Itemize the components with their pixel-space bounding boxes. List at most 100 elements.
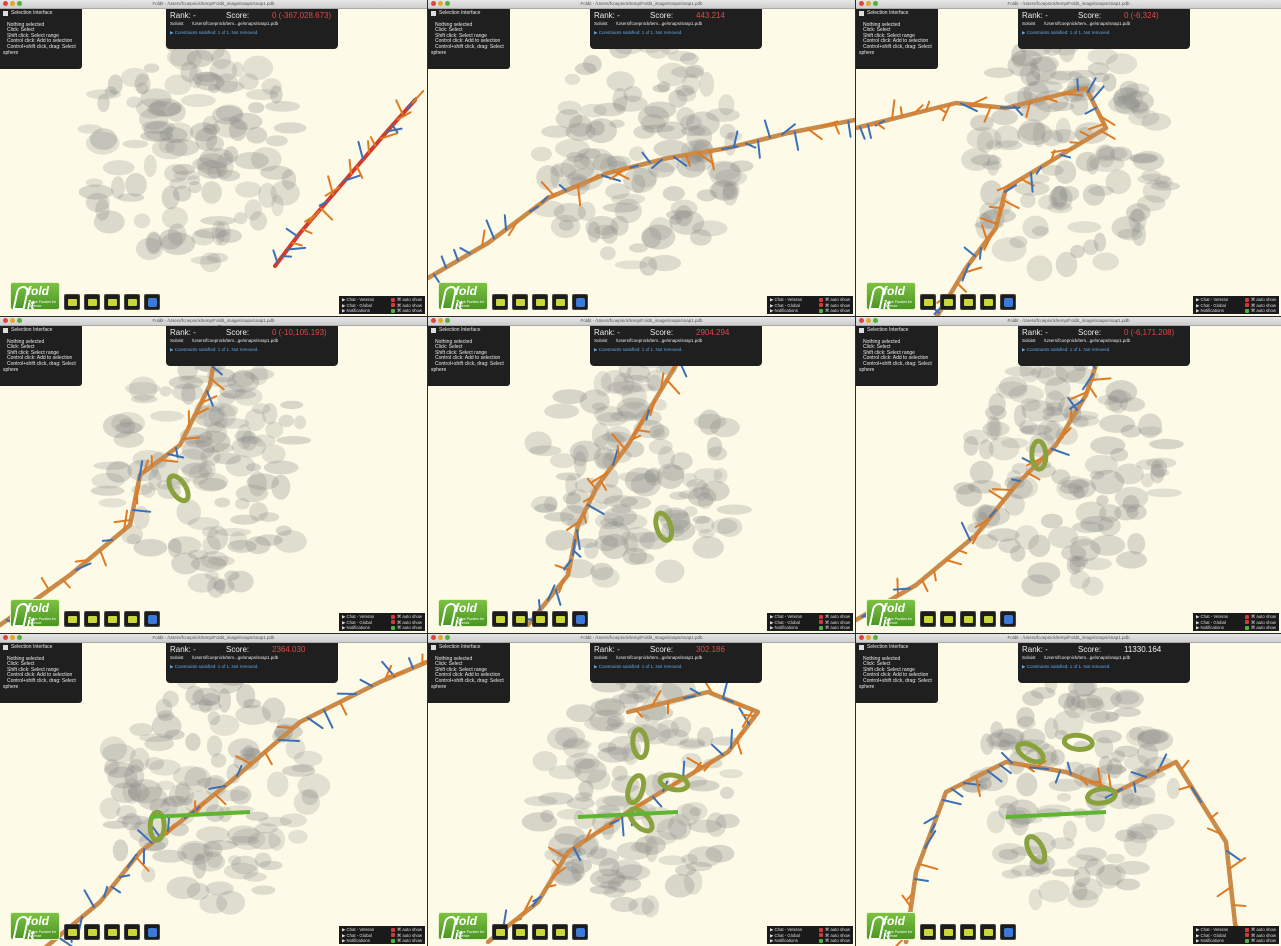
sidechain[interactable] — [905, 892, 914, 901]
sidechain[interactable] — [941, 103, 951, 122]
sidechain[interactable] — [1206, 827, 1222, 835]
sidechain[interactable] — [999, 764, 1012, 775]
sidechain[interactable] — [281, 255, 292, 258]
sidechain[interactable] — [151, 825, 161, 838]
sidechain[interactable] — [558, 184, 567, 192]
sidechain[interactable] — [921, 579, 929, 593]
sidechain[interactable] — [1067, 396, 1078, 411]
sidechain[interactable] — [975, 776, 982, 797]
sidechain[interactable] — [635, 709, 644, 718]
sidechain[interactable] — [636, 429, 650, 433]
sidechain[interactable] — [1226, 850, 1242, 862]
sidechain[interactable] — [1035, 760, 1047, 768]
sidechain[interactable] — [132, 509, 152, 513]
sidechain[interactable] — [348, 158, 352, 175]
sidechain[interactable] — [924, 830, 937, 849]
helix[interactable] — [1061, 732, 1095, 752]
sidechain[interactable] — [793, 130, 800, 151]
freeze-tool-button[interactable] — [960, 611, 976, 627]
sidechain[interactable] — [507, 219, 519, 237]
freeze-tool-button[interactable] — [532, 924, 548, 940]
sidechain[interactable] — [597, 824, 614, 833]
freeze-tool-button[interactable] — [104, 294, 120, 310]
constraints-status[interactable]: ▶ Constraints satisfied: 1 of 1. Not rem… — [1022, 30, 1111, 35]
sidechain[interactable] — [1054, 770, 1061, 784]
auto-show-toggle[interactable]: ⌘ auto show — [1245, 297, 1276, 303]
sidechain[interactable] — [208, 785, 226, 790]
sidechain[interactable] — [925, 100, 931, 112]
sidechain[interactable] — [1097, 767, 1102, 787]
sidechain[interactable] — [285, 227, 299, 238]
sidechain[interactable] — [914, 878, 929, 883]
lock-tool-button[interactable] — [124, 924, 140, 940]
sidechain[interactable] — [651, 690, 662, 707]
sidechain[interactable] — [1090, 377, 1112, 381]
checkbox-icon[interactable] — [431, 645, 436, 651]
auto-show-toggle[interactable]: ⌘ auto show — [819, 620, 850, 626]
sidechain[interactable] — [440, 255, 447, 269]
chat-row[interactable]: ▶ Notifications ⌘ auto show — [342, 625, 422, 631]
sidechain[interactable] — [996, 184, 1012, 192]
sidechain[interactable] — [923, 815, 938, 825]
move-tool-button[interactable] — [1000, 611, 1016, 627]
sidechain[interactable] — [741, 709, 754, 728]
foldit-logo[interactable]: fold it Solve Puzzles for Science — [10, 282, 60, 312]
zoom-icon[interactable] — [873, 635, 878, 640]
sidechain[interactable] — [621, 815, 625, 837]
freeze-tool-button[interactable] — [960, 924, 976, 940]
sidechain[interactable] — [913, 104, 924, 115]
chat-row[interactable]: ▶ Notifications ⌘ auto show — [342, 308, 422, 314]
auto-show-toggle[interactable]: ⌘ auto show — [391, 303, 422, 309]
minimize-icon[interactable] — [10, 318, 15, 323]
sidechain[interactable] — [963, 246, 976, 257]
protein-backbone[interactable] — [856, 362, 1099, 623]
minimize-icon[interactable] — [438, 635, 443, 640]
wiggle-tool-button[interactable] — [64, 924, 80, 940]
sidechain[interactable] — [396, 111, 412, 121]
sidechain[interactable] — [576, 529, 581, 551]
constraints-status[interactable]: ▶ Constraints satisfied: 1 of 1. Not rem… — [170, 347, 259, 352]
close-icon[interactable] — [431, 1, 436, 6]
sidechain[interactable] — [710, 743, 724, 756]
auto-show-toggle[interactable]: ⌘ auto show — [391, 297, 422, 303]
sidechain[interactable] — [1025, 101, 1031, 118]
auto-show-toggle[interactable]: ⌘ auto show — [819, 938, 850, 944]
sidechain[interactable] — [541, 195, 549, 204]
sidechain[interactable] — [833, 122, 840, 135]
foldit-logo[interactable]: fold it Solve Puzzles for Science — [438, 599, 488, 629]
sidechain[interactable] — [1210, 811, 1219, 819]
sidechain[interactable] — [75, 562, 92, 571]
wiggle-tool-button[interactable] — [492, 611, 508, 627]
constraints-status[interactable]: ▶ Constraints satisfied: 1 of 1. Not rem… — [170, 30, 259, 35]
minimize-icon[interactable] — [10, 635, 15, 640]
sidechain[interactable] — [167, 816, 171, 832]
protein-viewport[interactable] — [0, 325, 427, 633]
sidechain[interactable] — [1066, 761, 1072, 775]
sidechain[interactable] — [323, 709, 334, 729]
shake-tool-button[interactable] — [84, 611, 100, 627]
sidechain[interactable] — [558, 579, 565, 594]
sidechain[interactable] — [62, 579, 71, 589]
protein-viewport[interactable] — [856, 8, 1281, 316]
sidechain[interactable] — [1070, 391, 1088, 400]
sidechain[interactable] — [721, 145, 739, 150]
helix[interactable] — [147, 809, 167, 843]
sidechain[interactable] — [214, 793, 227, 806]
shake-tool-button[interactable] — [512, 924, 528, 940]
sidechain[interactable] — [983, 105, 992, 123]
zoom-icon[interactable] — [873, 1, 878, 6]
sidechain[interactable] — [988, 489, 1005, 501]
sidechain[interactable] — [57, 936, 73, 946]
auto-show-toggle[interactable]: ⌘ auto show — [819, 933, 850, 939]
sidechain[interactable] — [563, 559, 572, 571]
shake-tool-button[interactable] — [84, 294, 100, 310]
sidechain[interactable] — [1157, 764, 1171, 770]
foldit-logo[interactable]: fold it Solve Puzzles for Science — [10, 599, 60, 629]
sidechain[interactable] — [901, 894, 912, 908]
checkbox-icon[interactable] — [859, 11, 864, 17]
sidechain[interactable] — [1087, 77, 1097, 93]
chat-row[interactable]: ▶ Chat - Global ⌘ auto show — [1196, 303, 1276, 309]
sidechain[interactable] — [933, 569, 937, 582]
sidechain[interactable] — [367, 140, 370, 154]
freeze-tool-button[interactable] — [532, 611, 548, 627]
